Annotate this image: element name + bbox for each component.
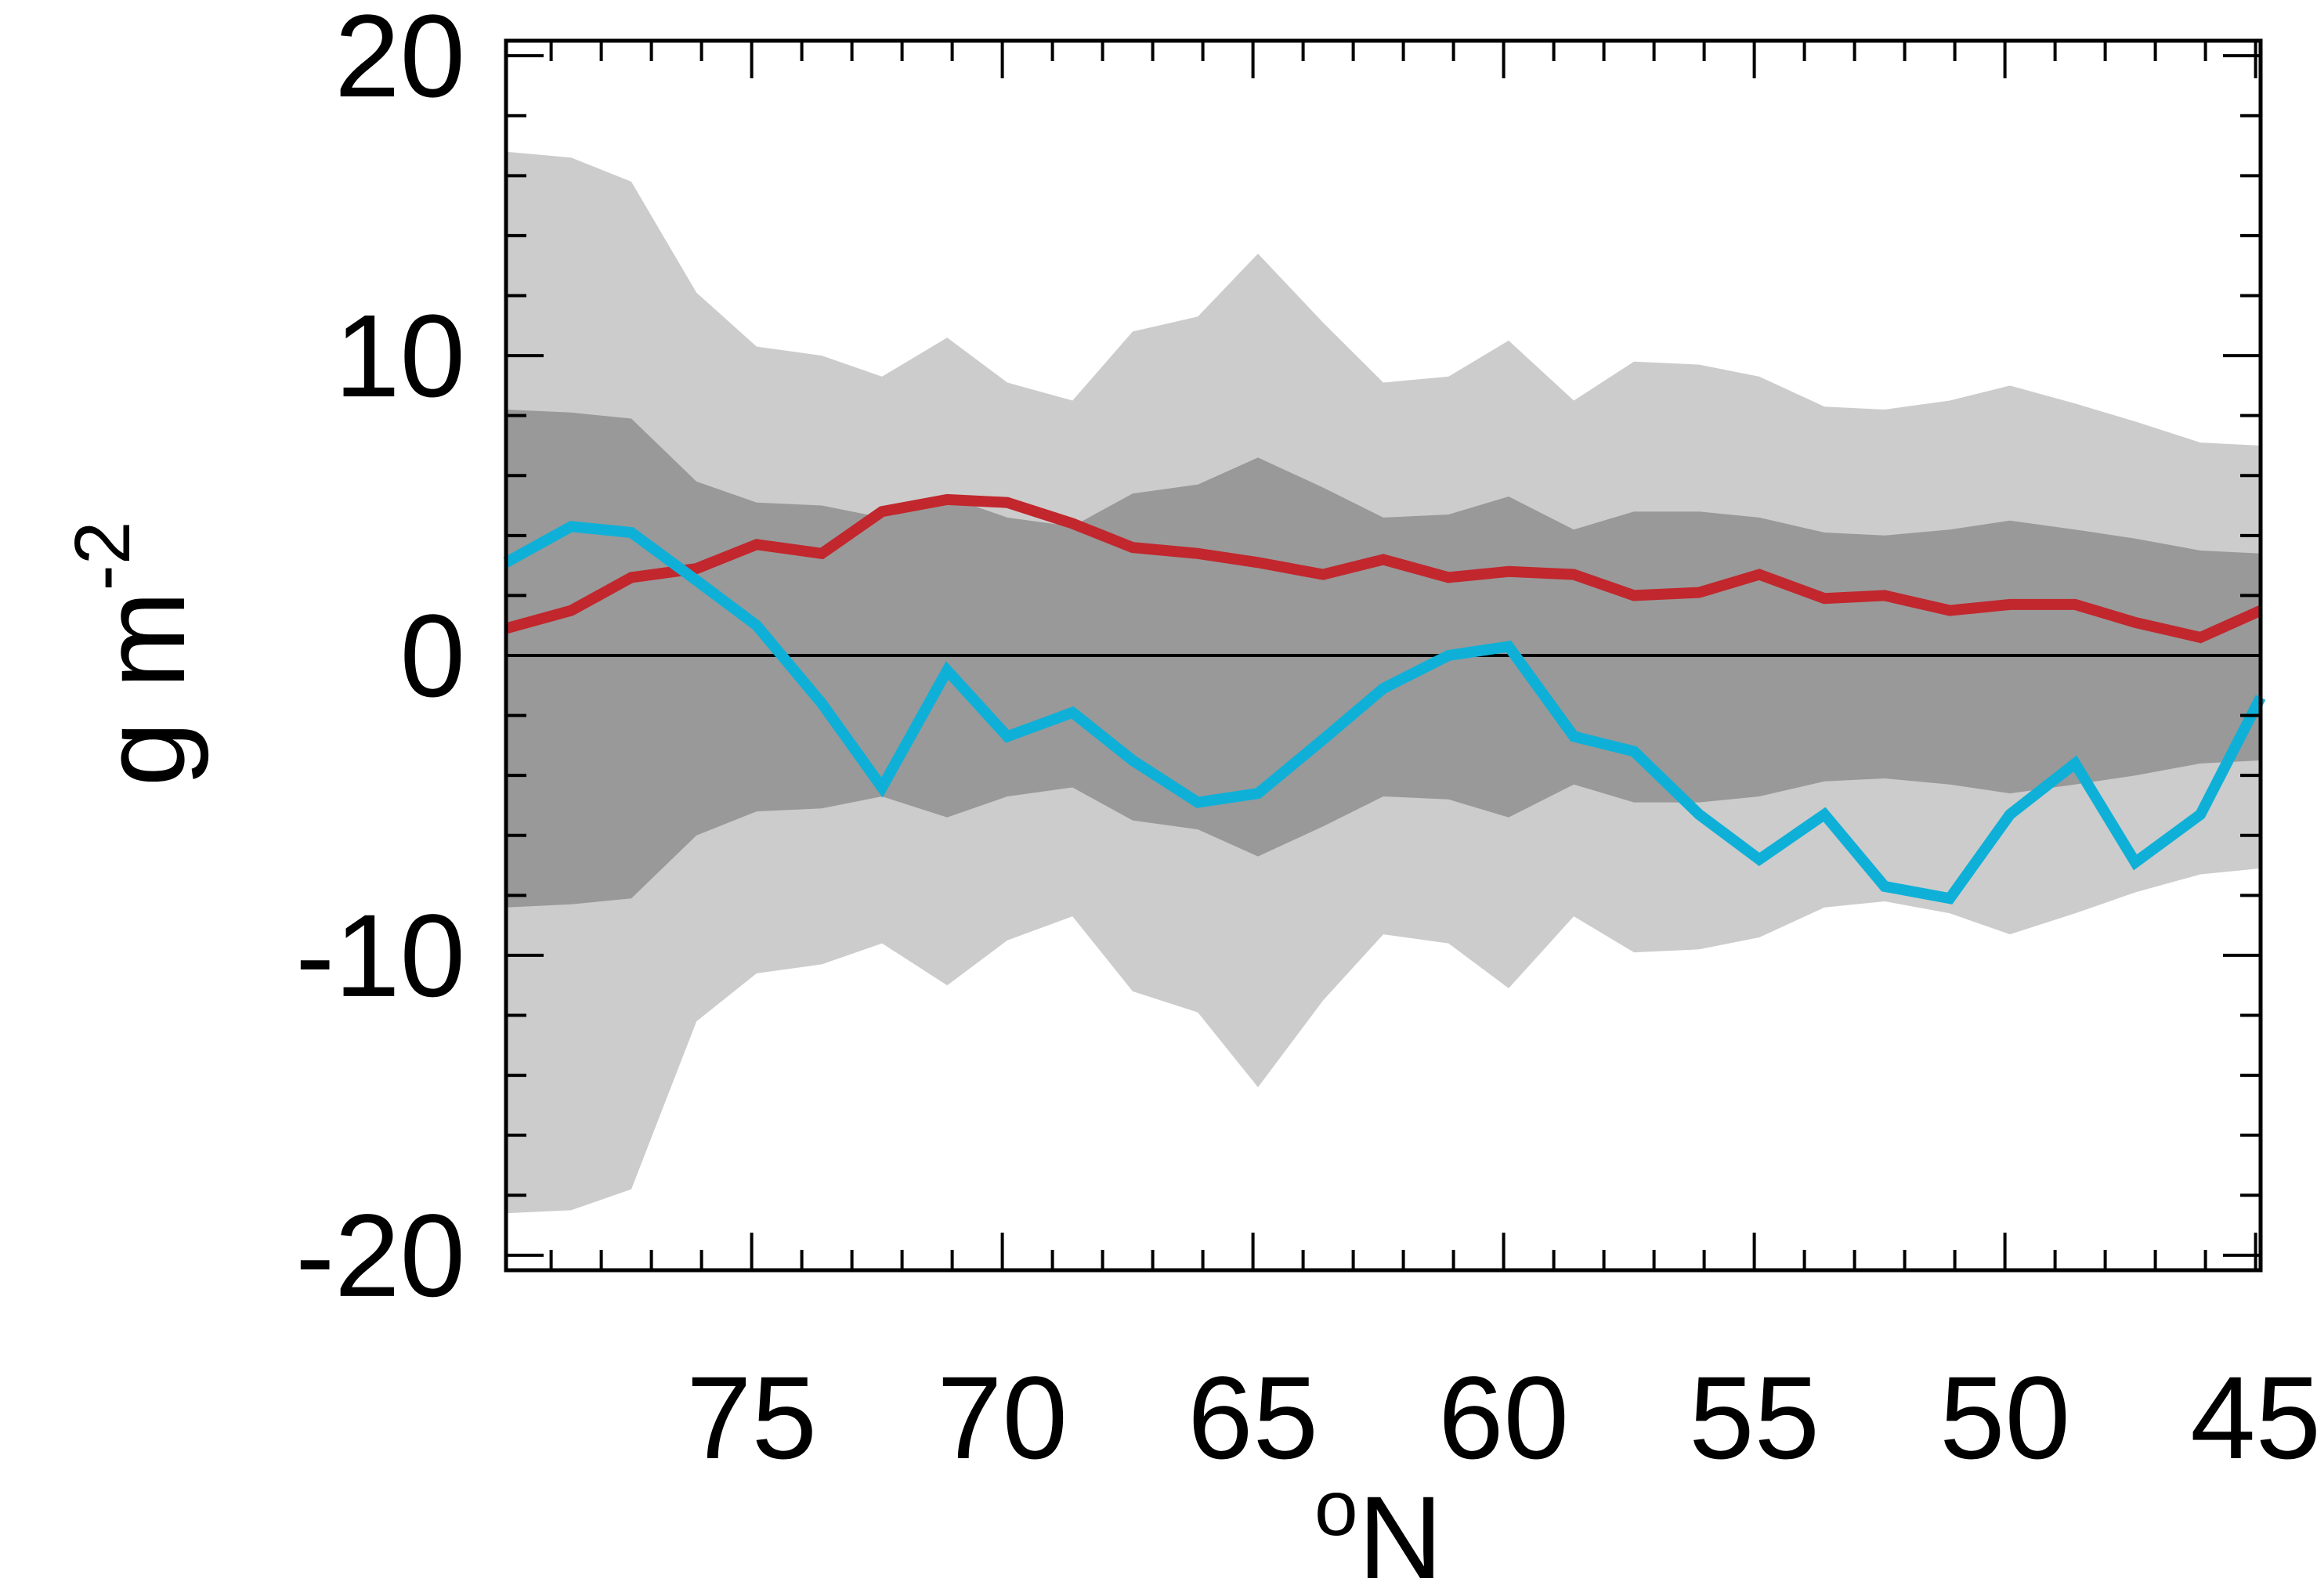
spread-band-2 <box>506 410 2261 908</box>
y-axis-title: g m-2 <box>59 522 209 787</box>
y-axis-title-base: g m <box>78 590 209 786</box>
y-tick-label: 0 <box>400 590 465 721</box>
y-tick-label: 10 <box>334 290 465 421</box>
x-tick-label: 70 <box>937 1352 1068 1483</box>
plot-frame <box>504 38 2263 1273</box>
y-axis-title-exponent: -2 <box>59 522 146 591</box>
tick-marks-group <box>506 41 2261 1270</box>
x-tick-label: 75 <box>686 1352 817 1483</box>
y-tick-label: 20 <box>334 0 465 121</box>
series-lines-group <box>503 493 2266 905</box>
x-tick-label: 45 <box>2190 1352 2317 1483</box>
x-tick-label: 60 <box>1438 1352 1569 1483</box>
series-line-2 <box>503 521 2266 905</box>
x-tick-label: 65 <box>1187 1352 1318 1483</box>
x-tick-label: 50 <box>1939 1352 2070 1483</box>
y-tick-label: -20 <box>295 1190 465 1321</box>
x-tick-label: 55 <box>1689 1352 1820 1483</box>
x-axis-title-degree: o <box>1314 1464 1358 1552</box>
y-tick-label: -10 <box>295 890 465 1021</box>
series-line-1 <box>504 493 2263 644</box>
y-tick-labels: 20 10 0 -10 -20 <box>295 0 465 1321</box>
x-tick-labels: 75 70 65 60 55 50 45 <box>686 1352 2317 1483</box>
x-axis-title: oN <box>1314 1464 1443 1596</box>
x-axis-title-unit: N <box>1358 1471 1443 1596</box>
